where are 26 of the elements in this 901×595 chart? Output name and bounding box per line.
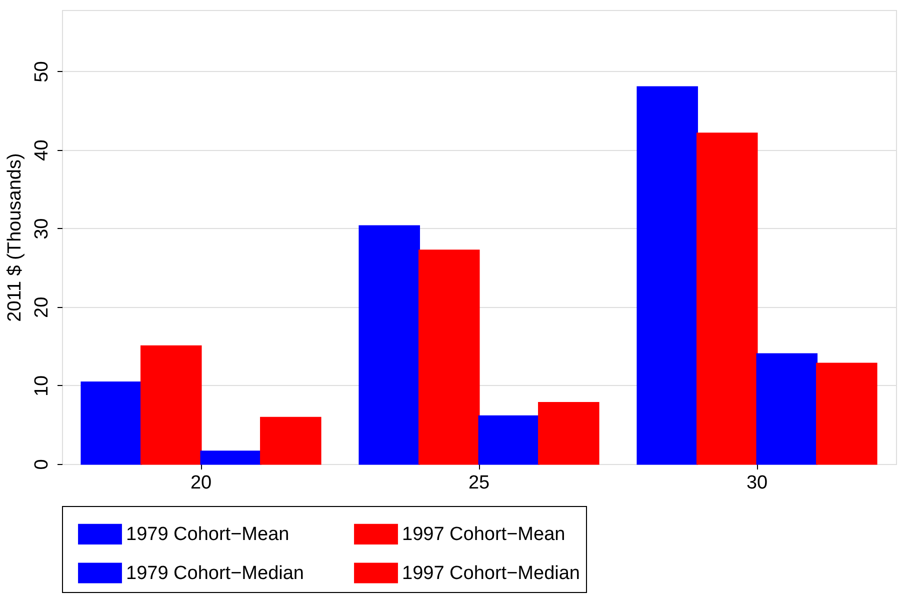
x-tick-label: 30 bbox=[746, 472, 768, 494]
bar bbox=[358, 225, 420, 465]
bar bbox=[696, 132, 758, 465]
bar bbox=[538, 402, 600, 465]
x-tick-label: 20 bbox=[190, 472, 212, 494]
bar bbox=[418, 250, 480, 465]
x-tick-label: 25 bbox=[468, 472, 490, 494]
y-tick-label: 20 bbox=[32, 296, 52, 318]
legend-label: 1979 Cohort−Mean bbox=[126, 524, 290, 546]
bar bbox=[756, 353, 818, 465]
y-axis-title: 2011 $ (Thousands) bbox=[4, 153, 26, 322]
legend-label: 1997 Cohort−Median bbox=[402, 563, 580, 584]
bar bbox=[200, 450, 262, 465]
bar bbox=[478, 415, 540, 465]
y-tick-label: 30 bbox=[32, 218, 52, 240]
y-tick-label: 40 bbox=[32, 140, 52, 161]
bar bbox=[140, 345, 202, 465]
legend-label: 1997 Cohort−Mean bbox=[402, 524, 566, 546]
bar bbox=[80, 382, 142, 465]
y-tick-label: 50 bbox=[32, 61, 52, 82]
y-tick-label: 0 bbox=[32, 459, 52, 470]
y-tick-label: 10 bbox=[32, 375, 52, 397]
bar bbox=[260, 416, 322, 465]
legend-label: 1979 Cohort−Median bbox=[126, 563, 304, 584]
bar bbox=[816, 362, 878, 465]
bar bbox=[636, 86, 698, 465]
